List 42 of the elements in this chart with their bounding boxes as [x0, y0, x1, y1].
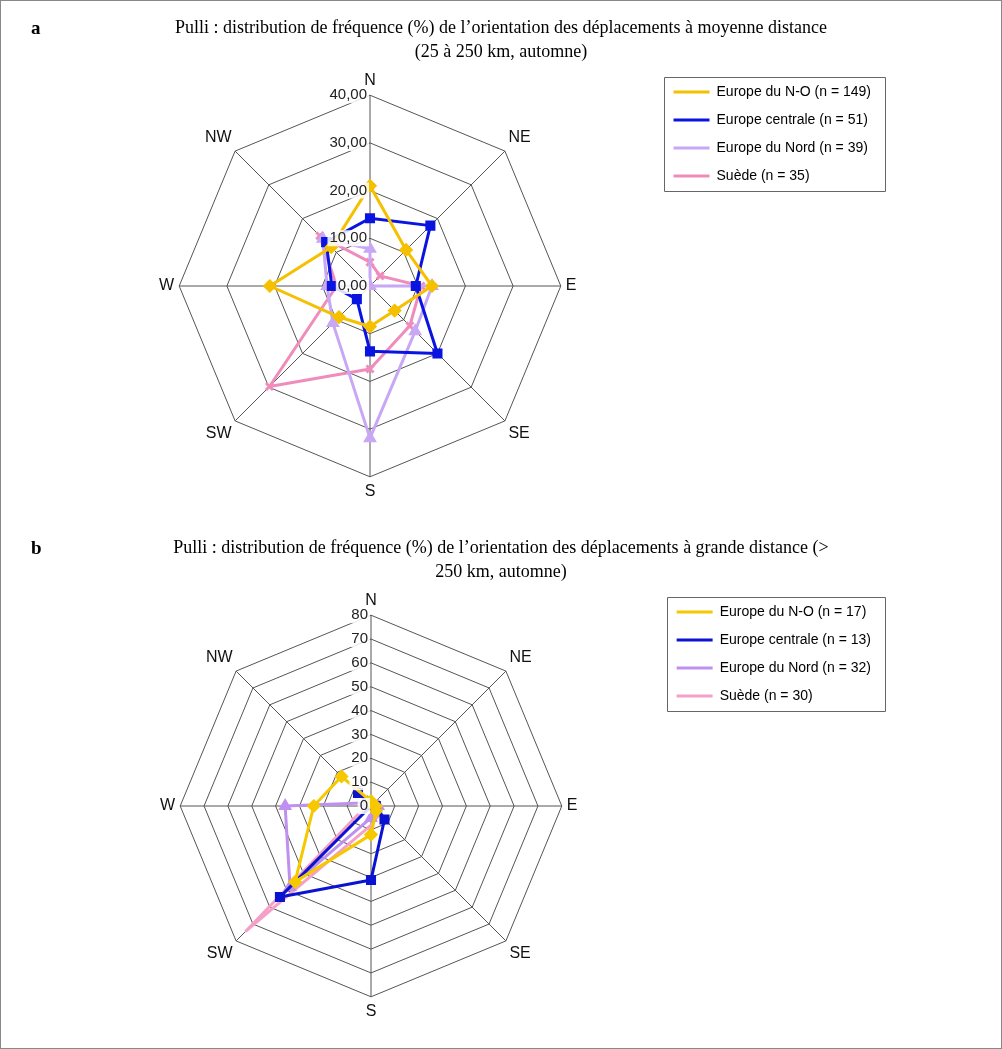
- y-tick-label: 40,00: [329, 85, 367, 103]
- y-tick-label: 50: [351, 676, 368, 694]
- spoke-label: E: [566, 796, 578, 814]
- spoke-label: S: [365, 1001, 377, 1019]
- y-tick-label: 20: [351, 748, 368, 766]
- y-tick-label: 0: [359, 796, 368, 814]
- text: b: [31, 537, 42, 559]
- y-tick-label: 80: [351, 605, 368, 623]
- spoke-label: SW: [206, 944, 234, 962]
- legend-label: Suède (n = 30): [719, 686, 813, 703]
- chart-title: Pulli : distribution de fréquence (%) de l’orientation des déplacements à moyenne distance (25 à 250 km, automne): [174, 16, 828, 63]
- y-tick-label: 20,00: [329, 180, 367, 198]
- spoke-label: E: [565, 276, 577, 294]
- spoke-label: SW: [205, 424, 233, 442]
- spoke-label: S: [364, 481, 376, 499]
- y-tick-label: 10: [351, 772, 368, 790]
- legend-label: Europe du N-O (n = 17): [719, 602, 867, 619]
- spoke-label: SE: [508, 424, 530, 442]
- legend-label: Europe du Nord (n = 32): [719, 658, 872, 675]
- y-tick-label: 10,00: [329, 228, 367, 246]
- y-tick-label: 30,00: [329, 133, 367, 151]
- legend-label: Suède (n = 35): [716, 166, 810, 183]
- chart-title: Pulli : distribution de fréquence (%) de l’orientation des déplacements à grande distance (> 250 km, automne): [172, 536, 830, 583]
- legend-label: Europe centrale (n = 51): [716, 110, 868, 127]
- spoke-label: NW: [205, 648, 234, 666]
- text: a: [31, 17, 41, 39]
- y-tick-label: 40: [351, 700, 368, 718]
- legend-label: Europe centrale (n = 13): [719, 630, 872, 647]
- spoke-label: N: [365, 591, 377, 609]
- y-tick-label: 30: [351, 724, 368, 742]
- spoke-label: NW: [204, 128, 233, 146]
- spoke-label: N: [364, 71, 376, 89]
- y-tick-label: 70: [351, 629, 368, 647]
- spoke-label: W: [160, 796, 177, 814]
- legend-label: Europe du N-O (n = 149): [716, 82, 872, 99]
- y-tick-label: 0,00: [337, 276, 367, 294]
- y-tick-label: 60: [351, 653, 368, 671]
- spoke-label: W: [159, 276, 176, 294]
- spoke-label: SE: [509, 944, 531, 962]
- spoke-label: NE: [509, 648, 532, 666]
- legend-label: Europe du Nord (n = 39): [716, 138, 868, 155]
- spoke-label: NE: [508, 128, 531, 146]
